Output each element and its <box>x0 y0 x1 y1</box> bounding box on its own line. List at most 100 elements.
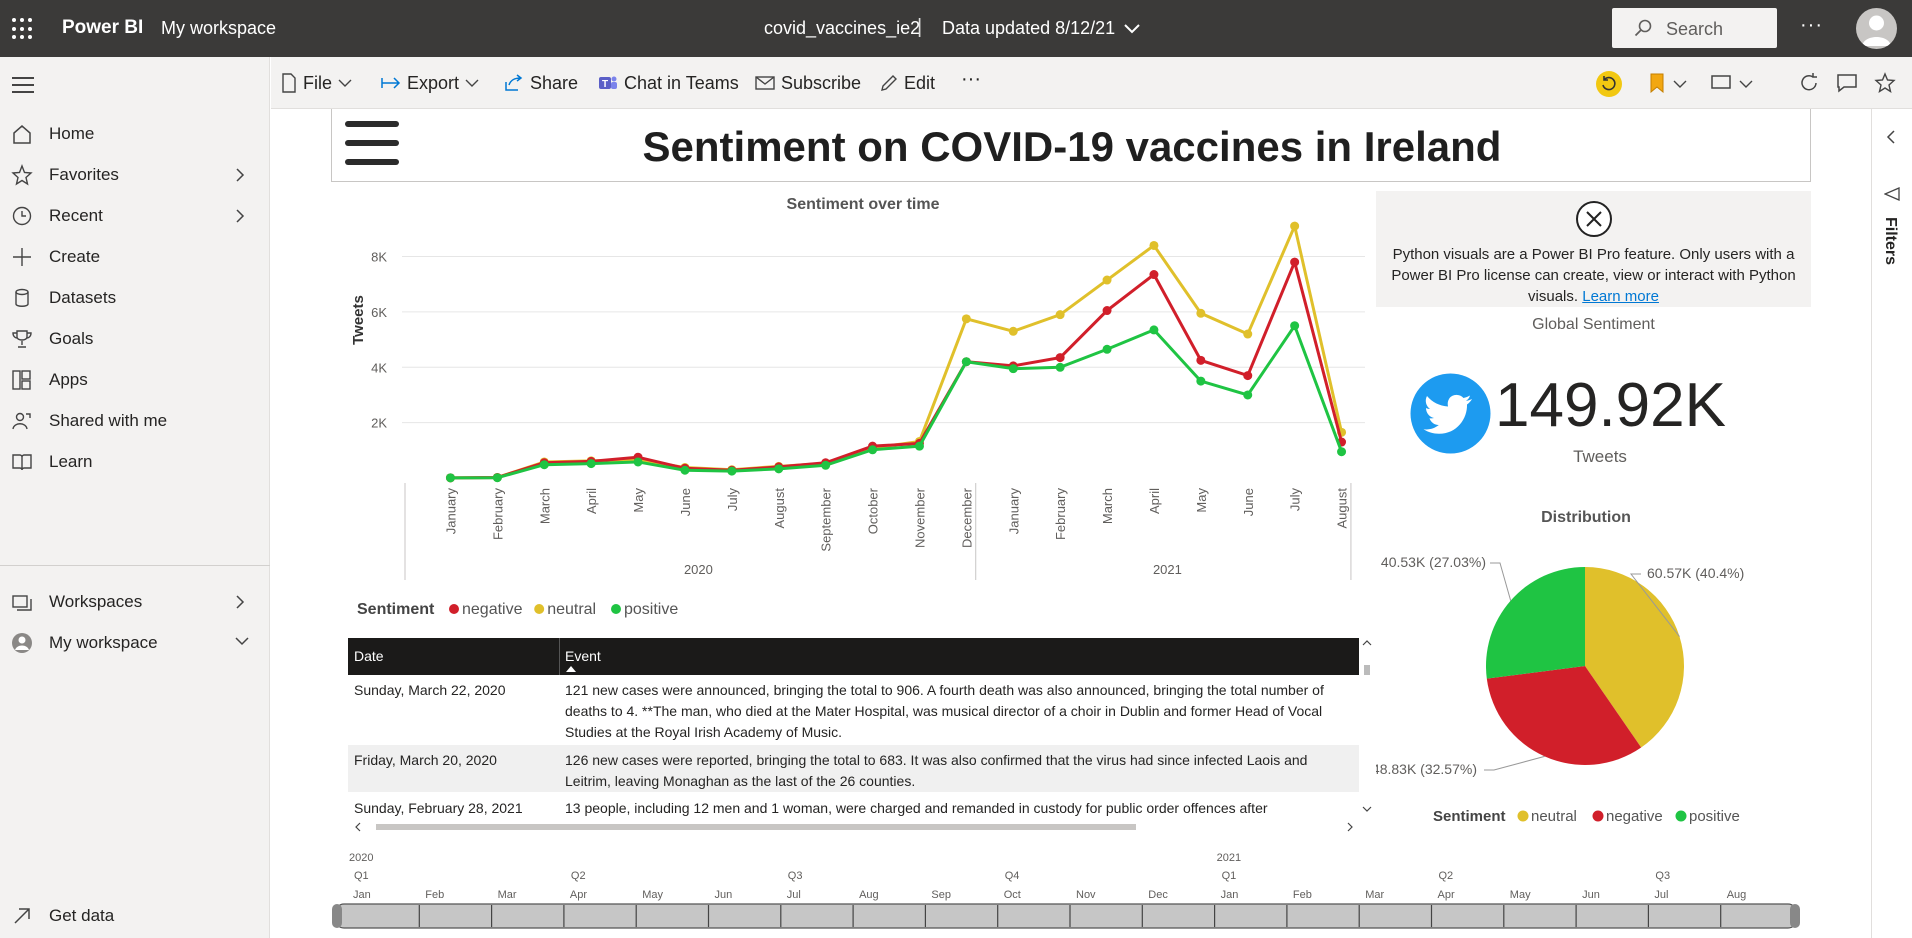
timeline-month-label: Aug <box>859 889 879 901</box>
reset-icon[interactable] <box>1595 70 1623 98</box>
chart-title: Distribution <box>1541 509 1631 526</box>
nav-item-home[interactable]: Home <box>0 114 270 154</box>
cell-date: Sunday, February 28, 2021 <box>354 800 523 816</box>
tweet-count-label: Tweets <box>1573 447 1627 466</box>
table-row[interactable]: Sunday, February 28, 2021 13 people, inc… <box>348 793 1359 821</box>
report-title: Sentiment on COVID-19 vaccines in Irelan… <box>642 123 1502 170</box>
workspace-breadcrumb[interactable]: My workspace <box>161 18 277 38</box>
favorite-star-icon[interactable] <box>1874 72 1896 94</box>
bookmark-icon[interactable] <box>1649 73 1665 93</box>
nav-item-recent[interactable]: Recent <box>0 196 270 236</box>
brand-name[interactable]: Power BI <box>62 17 144 38</box>
data-updated-label[interactable]: Data updated 8/12/21 <box>942 18 1116 38</box>
timeline-month-label: Dec <box>1148 889 1168 901</box>
x-tick-label: September <box>819 487 834 551</box>
app-launcher-icon[interactable] <box>12 18 34 40</box>
refresh-icon[interactable] <box>1798 72 1820 94</box>
comment-icon[interactable] <box>1836 73 1858 93</box>
nav-item-shared-with-me[interactable]: Shared with me <box>0 401 270 441</box>
data-point-positive <box>633 457 643 467</box>
edit-button[interactable]: Edit <box>880 71 935 95</box>
data-point-positive <box>1243 390 1253 400</box>
learn-more-link[interactable]: Learn more <box>1582 288 1659 305</box>
data-point-neutral <box>1149 240 1159 250</box>
share-button[interactable]: Share <box>504 71 578 95</box>
header-separator: | <box>917 16 923 38</box>
avatar[interactable] <box>1856 8 1897 49</box>
timeline-slicer[interactable]: 2020 2021 Q1 Q2 Q3 Q4 Q1 Q2 Q3 Jan Feb Mar Apr May Jun… <box>331 845 1811 938</box>
timeline-handle-start <box>332 904 342 928</box>
chevron-down-icon <box>338 79 352 87</box>
database-icon <box>15 288 29 307</box>
subscribe-button[interactable]: Subscribe <box>755 71 861 95</box>
series-line-positive <box>450 322 1343 480</box>
clock-icon <box>12 206 32 226</box>
nav-item-learn[interactable]: Learn <box>0 442 270 482</box>
chevron-down-icon[interactable] <box>1673 79 1687 89</box>
sentiment-over-time-chart[interactable]: Sentiment over time 2K 4K 6K 8K Tweets January… <box>340 190 1370 620</box>
nav-item-datasets[interactable]: Datasets <box>0 278 270 318</box>
timeline-quarter-label: Q1 <box>354 870 369 882</box>
page-menu-icon[interactable] <box>345 121 399 165</box>
legend-label-positive: positive <box>1689 808 1740 825</box>
x-tick-label: January <box>1006 488 1021 535</box>
export-label: Export <box>407 72 460 93</box>
hamburger-menu-icon[interactable] <box>12 77 34 98</box>
view-icon[interactable] <box>1711 74 1731 90</box>
python-visual-warning: Python visuals are a Power BI Pro featur… <box>1376 191 1811 307</box>
nav-item-label: Datasets <box>49 288 117 307</box>
pie-data-label: 48.83K (32.57%) <box>1376 761 1477 777</box>
distribution-pie-chart[interactable]: Distribution 60.57K (40.4%) 48.83K (32.57%… <box>1376 500 1811 835</box>
filters-label[interactable]: Filters <box>1882 217 1899 266</box>
chat-in-teams-button[interactable]: T Chat in Teams <box>598 71 739 95</box>
more-options-icon[interactable]: ··· <box>961 67 981 90</box>
timeline-quarter-label: Q1 <box>1222 870 1237 882</box>
x-tick-label: June <box>1241 488 1256 516</box>
export-menu-button[interactable]: Export <box>381 71 479 95</box>
file-menu-button[interactable]: File <box>281 71 352 95</box>
timeline-month-label: Mar <box>1365 889 1384 901</box>
filter-icon <box>1884 187 1900 201</box>
column-header-event[interactable]: Event <box>565 648 601 664</box>
filters-pane-collapsed[interactable]: Filters <box>1871 109 1912 938</box>
data-point-positive <box>868 445 878 455</box>
nav-item-my-workspace[interactable]: My workspace <box>0 623 270 663</box>
nav-item-favorites[interactable]: Favorites <box>0 155 270 195</box>
data-point-positive <box>1149 325 1159 335</box>
search-icon <box>1634 19 1652 37</box>
data-point-neutral <box>1290 221 1300 231</box>
data-point-neutral <box>1055 310 1065 320</box>
timeline-month-label: Jan <box>1221 889 1239 901</box>
nav-divider <box>0 565 270 566</box>
series-line-negative <box>450 257 1344 480</box>
events-table[interactable]: Date Event Sunday, March 22, 2020 121 ne… <box>348 638 1372 833</box>
nav-item-create[interactable]: Create <box>0 237 270 277</box>
table-row[interactable]: Friday, March 20, 2020 126 new cases wer… <box>348 745 1359 793</box>
nav-item-goals[interactable]: Goals <box>0 319 270 359</box>
timeline-quarter-label: Q4 <box>1005 870 1020 882</box>
timeline-bar <box>334 903 1798 929</box>
search-input[interactable]: Search <box>1612 8 1777 48</box>
more-options-icon[interactable]: ··· <box>1800 14 1823 36</box>
nav-item-apps[interactable]: Apps <box>0 360 270 400</box>
column-header-date[interactable]: Date <box>354 648 384 664</box>
legend-label-neutral: neutral <box>547 601 596 618</box>
table-vertical-scrollbar[interactable] <box>1362 639 1372 814</box>
cell-date: Sunday, March 22, 2020 <box>354 682 506 698</box>
svg-text:T: T <box>602 79 608 90</box>
twitter-logo-icon <box>1410 373 1491 454</box>
x-tick-label: May <box>631 488 646 513</box>
chevron-down-icon[interactable] <box>1739 79 1753 89</box>
nav-item-get-data[interactable]: Get data <box>0 896 270 936</box>
table-row[interactable]: Sunday, March 22, 2020 121 new cases wer… <box>348 675 1359 745</box>
data-point-positive <box>1290 321 1300 331</box>
timeline-month-label: Nov <box>1076 889 1096 901</box>
chevron-down-icon[interactable] <box>1122 18 1142 38</box>
nav-item-workspaces[interactable]: Workspaces <box>0 582 270 622</box>
timeline-month-label: Feb <box>425 889 444 901</box>
nav-item-label: Create <box>49 247 101 266</box>
chevron-left-icon[interactable] <box>1885 129 1897 145</box>
close-circle-icon[interactable] <box>1575 200 1613 238</box>
table-horizontal-scrollbar[interactable] <box>348 822 1359 832</box>
nav-item-label: Shared with me <box>49 411 168 430</box>
